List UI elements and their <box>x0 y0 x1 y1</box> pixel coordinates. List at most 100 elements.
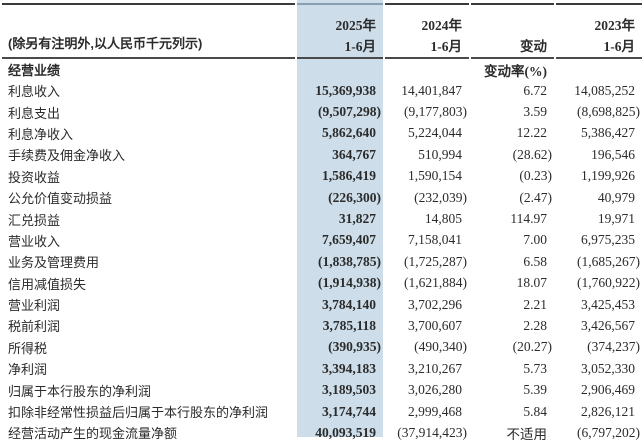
table-body: 经营业绩 变动率(%) 利息收入 15,369,938 14,401,847 6… <box>2 59 642 440</box>
table-row: 利息收入 15,369,938 14,401,847 6.72 14,085,2… <box>2 80 642 101</box>
value-2023-cell: 19,971 <box>597 211 635 227</box>
table-row: 营业收入 7,659,407 7,158,041 7.00 6,975,235 <box>2 230 642 251</box>
value-2024-cell: (232,039) <box>414 189 467 205</box>
value-change-cell: 18.07 <box>516 275 547 291</box>
column-header-change: 变动 <box>471 3 554 59</box>
table-row: 营业利润 3,784,140 3,702,296 2.21 3,425,453 <box>2 294 642 315</box>
table-row: 汇兑损益 31,827 14,805 114.97 19,971 <box>2 208 642 229</box>
value-2024-cell: 3,700,607 <box>408 317 462 333</box>
row-label: 利息支出 <box>8 105 61 121</box>
row-label: 所得税 <box>8 340 48 356</box>
value-2025-cell: 3,174,744 <box>322 403 376 419</box>
table-row: 利息净收入 5,862,640 5,224,044 12.22 5,386,42… <box>2 123 642 144</box>
value-2025-cell: 15,369,938 <box>315 82 376 98</box>
column-header-2024-period: 1-6月 <box>430 39 463 54</box>
value-2023-cell: 2,826,121 <box>581 403 635 419</box>
row-label: 净利润 <box>8 362 48 378</box>
column-header-2024-year: 2024年 <box>421 18 463 33</box>
row-label: 利息收入 <box>8 84 61 100</box>
value-2023-cell: 14,085,252 <box>574 82 635 98</box>
value-2025-cell: 40,093,519 <box>297 422 383 440</box>
value-2024-cell: (9,177,803) <box>404 104 467 120</box>
value-change-cell: 6.58 <box>523 253 547 269</box>
row-label: 投资收益 <box>8 169 61 185</box>
value-2023-cell: (1,685,267) <box>577 253 640 269</box>
value-2024-cell: (37,914,423) <box>385 422 469 440</box>
value-change-cell: 6.72 <box>523 82 547 98</box>
value-2024-cell: (1,621,884) <box>404 275 467 291</box>
value-2025-cell: (1,838,785) <box>318 253 381 269</box>
value-2024-cell: 1,590,154 <box>408 168 462 184</box>
value-change-cell: (2.47) <box>519 189 552 205</box>
column-header-2024: 2024年 1-6月 <box>385 3 469 59</box>
value-2024-cell: (1,725,287) <box>404 253 467 269</box>
value-2023-cell: 3,052,330 <box>581 360 635 376</box>
value-2024-cell: (490,340) <box>414 339 467 355</box>
value-2024-cell: 2,999,468 <box>408 403 462 419</box>
value-2024-cell: 510,994 <box>418 146 462 162</box>
value-change-cell: (0.23) <box>519 168 552 184</box>
value-2025-cell: (1,914,938) <box>318 275 381 291</box>
table-row: 公允价值变动损益 (226,300) (232,039) (2.47) 40,9… <box>2 187 642 208</box>
value-2023-cell: (374,237) <box>587 339 640 355</box>
value-2023-cell: 5,386,427 <box>581 125 635 141</box>
column-header-2023: 2023年 1-6月 <box>556 3 642 59</box>
row-label: 经营活动产生的现金流量净额 <box>2 422 295 440</box>
value-change-cell: 114.97 <box>510 211 547 227</box>
highlight-column-2025 <box>297 0 383 437</box>
row-label: 业务及管理费用 <box>8 255 100 271</box>
column-header-2025-period: 1-6月 <box>344 39 377 54</box>
row-label: 利息净收入 <box>8 126 74 142</box>
value-2023-cell: 6,975,235 <box>581 232 635 248</box>
value-2024-cell: 5,224,044 <box>408 125 462 141</box>
table-row: 业务及管理费用 (1,838,785) (1,725,287) 6.58 (1,… <box>2 251 642 272</box>
value-2023-cell: (1,760,922) <box>577 275 640 291</box>
row-label: 汇兑损益 <box>8 212 61 228</box>
value-change-cell: 5.39 <box>523 382 547 398</box>
value-change-cell: (28.62) <box>512 146 552 162</box>
row-label: 公允价值变动损益 <box>8 191 113 207</box>
value-2023-cell: 1,199,926 <box>581 168 635 184</box>
operating-results-table: (除另有注明外,以人民币千元列示) 2025年 1-6月 2024年 1-6月 … <box>0 3 644 440</box>
column-header-change-label: 变动 <box>520 39 547 54</box>
section-label: 经营业绩 <box>8 63 61 78</box>
value-2025-cell: 7,659,407 <box>322 232 376 248</box>
header-row: (除另有注明外,以人民币千元列示) 2025年 1-6月 2024年 1-6月 … <box>2 3 642 59</box>
value-2024-cell: 3,026,280 <box>408 382 462 398</box>
value-2025-cell: 364,767 <box>332 146 376 162</box>
row-label: 手续费及佣金净收入 <box>8 148 126 164</box>
column-header-2025: 2025年 1-6月 <box>297 3 383 59</box>
column-header-2025-year: 2025年 <box>335 18 377 33</box>
table-row: 手续费及佣金净收入 364,767 510,994 (28.62) 196,54… <box>2 144 642 165</box>
table-row: 投资收益 1,586,419 1,590,154 (0.23) 1,199,92… <box>2 166 642 187</box>
table-row: 净利润 3,394,183 3,210,267 5.73 3,052,330 <box>2 358 642 379</box>
value-2024-cell: 7,158,041 <box>408 232 462 248</box>
value-change-cell: 5.84 <box>523 403 547 419</box>
row-label: 税前利润 <box>8 319 61 335</box>
value-change-cell: 不适用 <box>471 422 554 440</box>
table-row: 信用减值损失 (1,914,938) (1,621,884) 18.07 (1,… <box>2 273 642 294</box>
value-2025-cell: (9,507,298) <box>318 104 381 120</box>
table-row: 扣除非经常性损益后归属于本行股东的净利润 3,174,744 2,999,468… <box>2 401 642 422</box>
value-2023-cell: 196,546 <box>591 146 635 162</box>
units-note-label: (除另有注明外,以人民币千元列示) <box>2 3 295 59</box>
value-2023-cell: 2,906,469 <box>581 382 635 398</box>
value-2025-cell: (226,300) <box>328 189 381 205</box>
value-2025-cell: 5,862,640 <box>322 125 376 141</box>
row-label: 营业收入 <box>8 233 61 249</box>
change-rate-header: 变动率(%) <box>484 63 547 79</box>
table-row: 经营活动产生的现金流量净额 40,093,519 (37,914,423) 不适… <box>2 422 642 440</box>
section-header-row: 经营业绩 变动率(%) <box>2 59 642 80</box>
value-2023-cell: 3,426,567 <box>581 317 635 333</box>
value-2023-cell: 40,979 <box>597 189 635 205</box>
row-label: 营业利润 <box>8 298 61 314</box>
value-2025-cell: 1,586,419 <box>322 168 376 184</box>
value-2024-cell: 14,805 <box>424 211 462 227</box>
row-label: 扣除非经常性损益后归属于本行股东的净利润 <box>8 405 269 421</box>
value-change-cell: 2.21 <box>523 296 547 312</box>
value-2025-cell: 31,827 <box>338 211 376 227</box>
value-2025-cell: (390,935) <box>328 339 381 355</box>
table-row: 税前利润 3,785,118 3,700,607 2.28 3,426,567 <box>2 315 642 336</box>
table-row: 所得税 (390,935) (490,340) (20.27) (374,237… <box>2 337 642 358</box>
